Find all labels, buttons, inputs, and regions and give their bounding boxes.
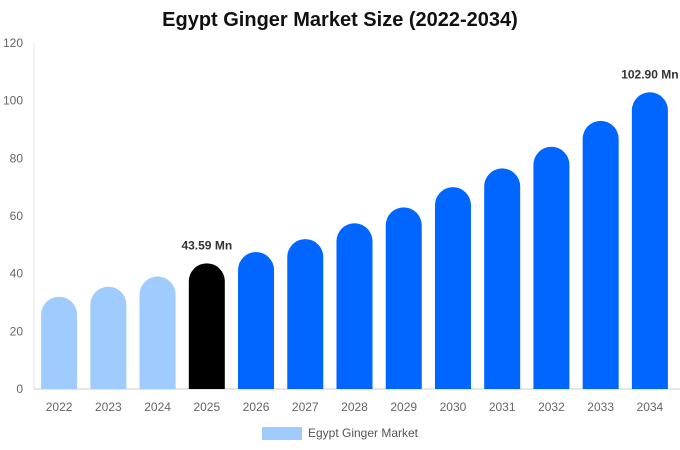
- x-tick-label: 2032: [538, 400, 565, 414]
- data-label-2025: 43.59 Mn: [181, 238, 232, 252]
- x-tick-label: 2030: [440, 400, 467, 414]
- bar-2034[interactable]: [631, 92, 668, 390]
- x-tick-label: 2026: [243, 400, 270, 414]
- x-tick-label: 2027: [292, 400, 319, 414]
- y-tick-label: 100: [3, 94, 23, 108]
- bar-2022[interactable]: [41, 296, 78, 389]
- x-tick-label: 2022: [46, 400, 73, 414]
- bar-2032[interactable]: [533, 146, 570, 389]
- bar-2023[interactable]: [90, 286, 127, 389]
- legend-swatch: [261, 426, 302, 440]
- chart-title: Egypt Ginger Market Size (2022-2034): [162, 9, 518, 31]
- x-axis-ticks: 2022 2023 2024 2025 2026 2027 2028 2029 2030 2031…: [46, 400, 664, 414]
- data-label-2034: 102.90 Mn: [621, 67, 678, 81]
- y-tick-label: 20: [10, 324, 24, 338]
- x-tick-label: 2029: [390, 400, 417, 414]
- bar-2025[interactable]: [188, 263, 225, 389]
- bar-2033[interactable]: [582, 120, 619, 389]
- y-tick-label: 0: [16, 382, 23, 396]
- y-tick-label: 60: [10, 209, 24, 223]
- x-tick-label: 2034: [637, 400, 664, 414]
- bar-2026[interactable]: [238, 252, 275, 389]
- data-labels: 43.59 Mn 102.90 Mn: [181, 67, 678, 252]
- x-tick-label: 2031: [489, 400, 516, 414]
- y-axis-ticks: 0 20 40 60 80 100 120: [3, 36, 23, 396]
- x-tick-label: 2033: [587, 400, 614, 414]
- bar-2028[interactable]: [336, 223, 373, 389]
- bar-2029[interactable]: [385, 207, 422, 389]
- x-tick-label: 2024: [144, 400, 171, 414]
- y-tick-label: 120: [3, 36, 23, 50]
- bars-group: [41, 92, 668, 390]
- x-tick-label: 2023: [95, 400, 122, 414]
- y-tick-label: 40: [10, 267, 24, 281]
- bar-2027[interactable]: [287, 239, 324, 389]
- x-tick-label: 2025: [193, 400, 220, 414]
- legend-label: Egypt Ginger Market: [307, 426, 419, 440]
- y-tick-label: 80: [10, 151, 24, 165]
- legend[interactable]: Egypt Ginger Market: [0, 426, 680, 440]
- x-tick-label: 2028: [341, 400, 368, 414]
- bar-2024[interactable]: [139, 276, 176, 389]
- bar-2030[interactable]: [434, 187, 471, 389]
- bar-2031[interactable]: [484, 168, 521, 389]
